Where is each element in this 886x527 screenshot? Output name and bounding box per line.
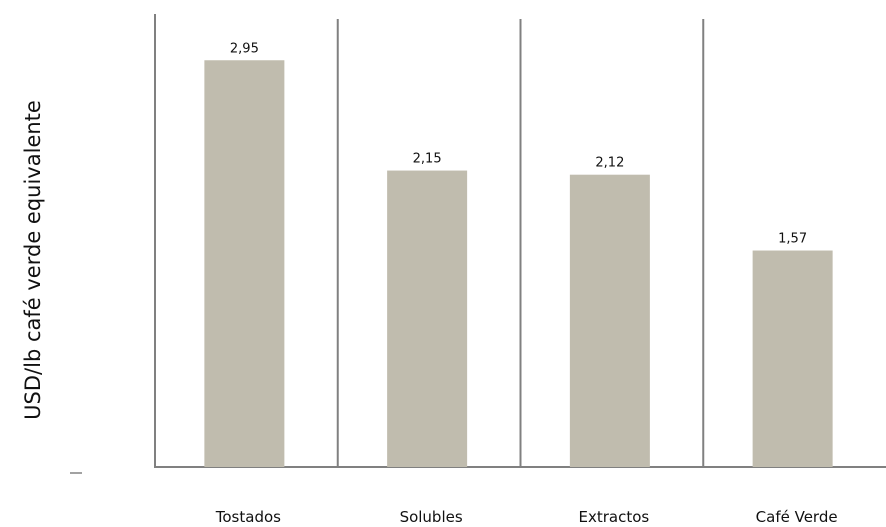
data-label: 2,95 xyxy=(230,41,259,56)
x-tick-label: Tostados xyxy=(215,508,281,526)
data-label: 1,57 xyxy=(778,232,807,247)
x-tick-label: Café Verde xyxy=(756,508,838,526)
bar xyxy=(204,60,285,468)
x-tick-label: Extractos xyxy=(579,508,650,526)
y-axis-label: USD/lb café verde equivalente xyxy=(21,100,45,420)
data-label: 2,15 xyxy=(413,152,442,167)
x-tick-label: Solubles xyxy=(400,508,463,526)
bar xyxy=(752,250,833,467)
data-label: 2,12 xyxy=(595,156,624,171)
bar xyxy=(387,170,468,467)
bar xyxy=(569,174,650,468)
plot-area: 2,95 Tostados 2,15 Solubles 2,12 Extractos 1,5… xyxy=(154,14,886,526)
